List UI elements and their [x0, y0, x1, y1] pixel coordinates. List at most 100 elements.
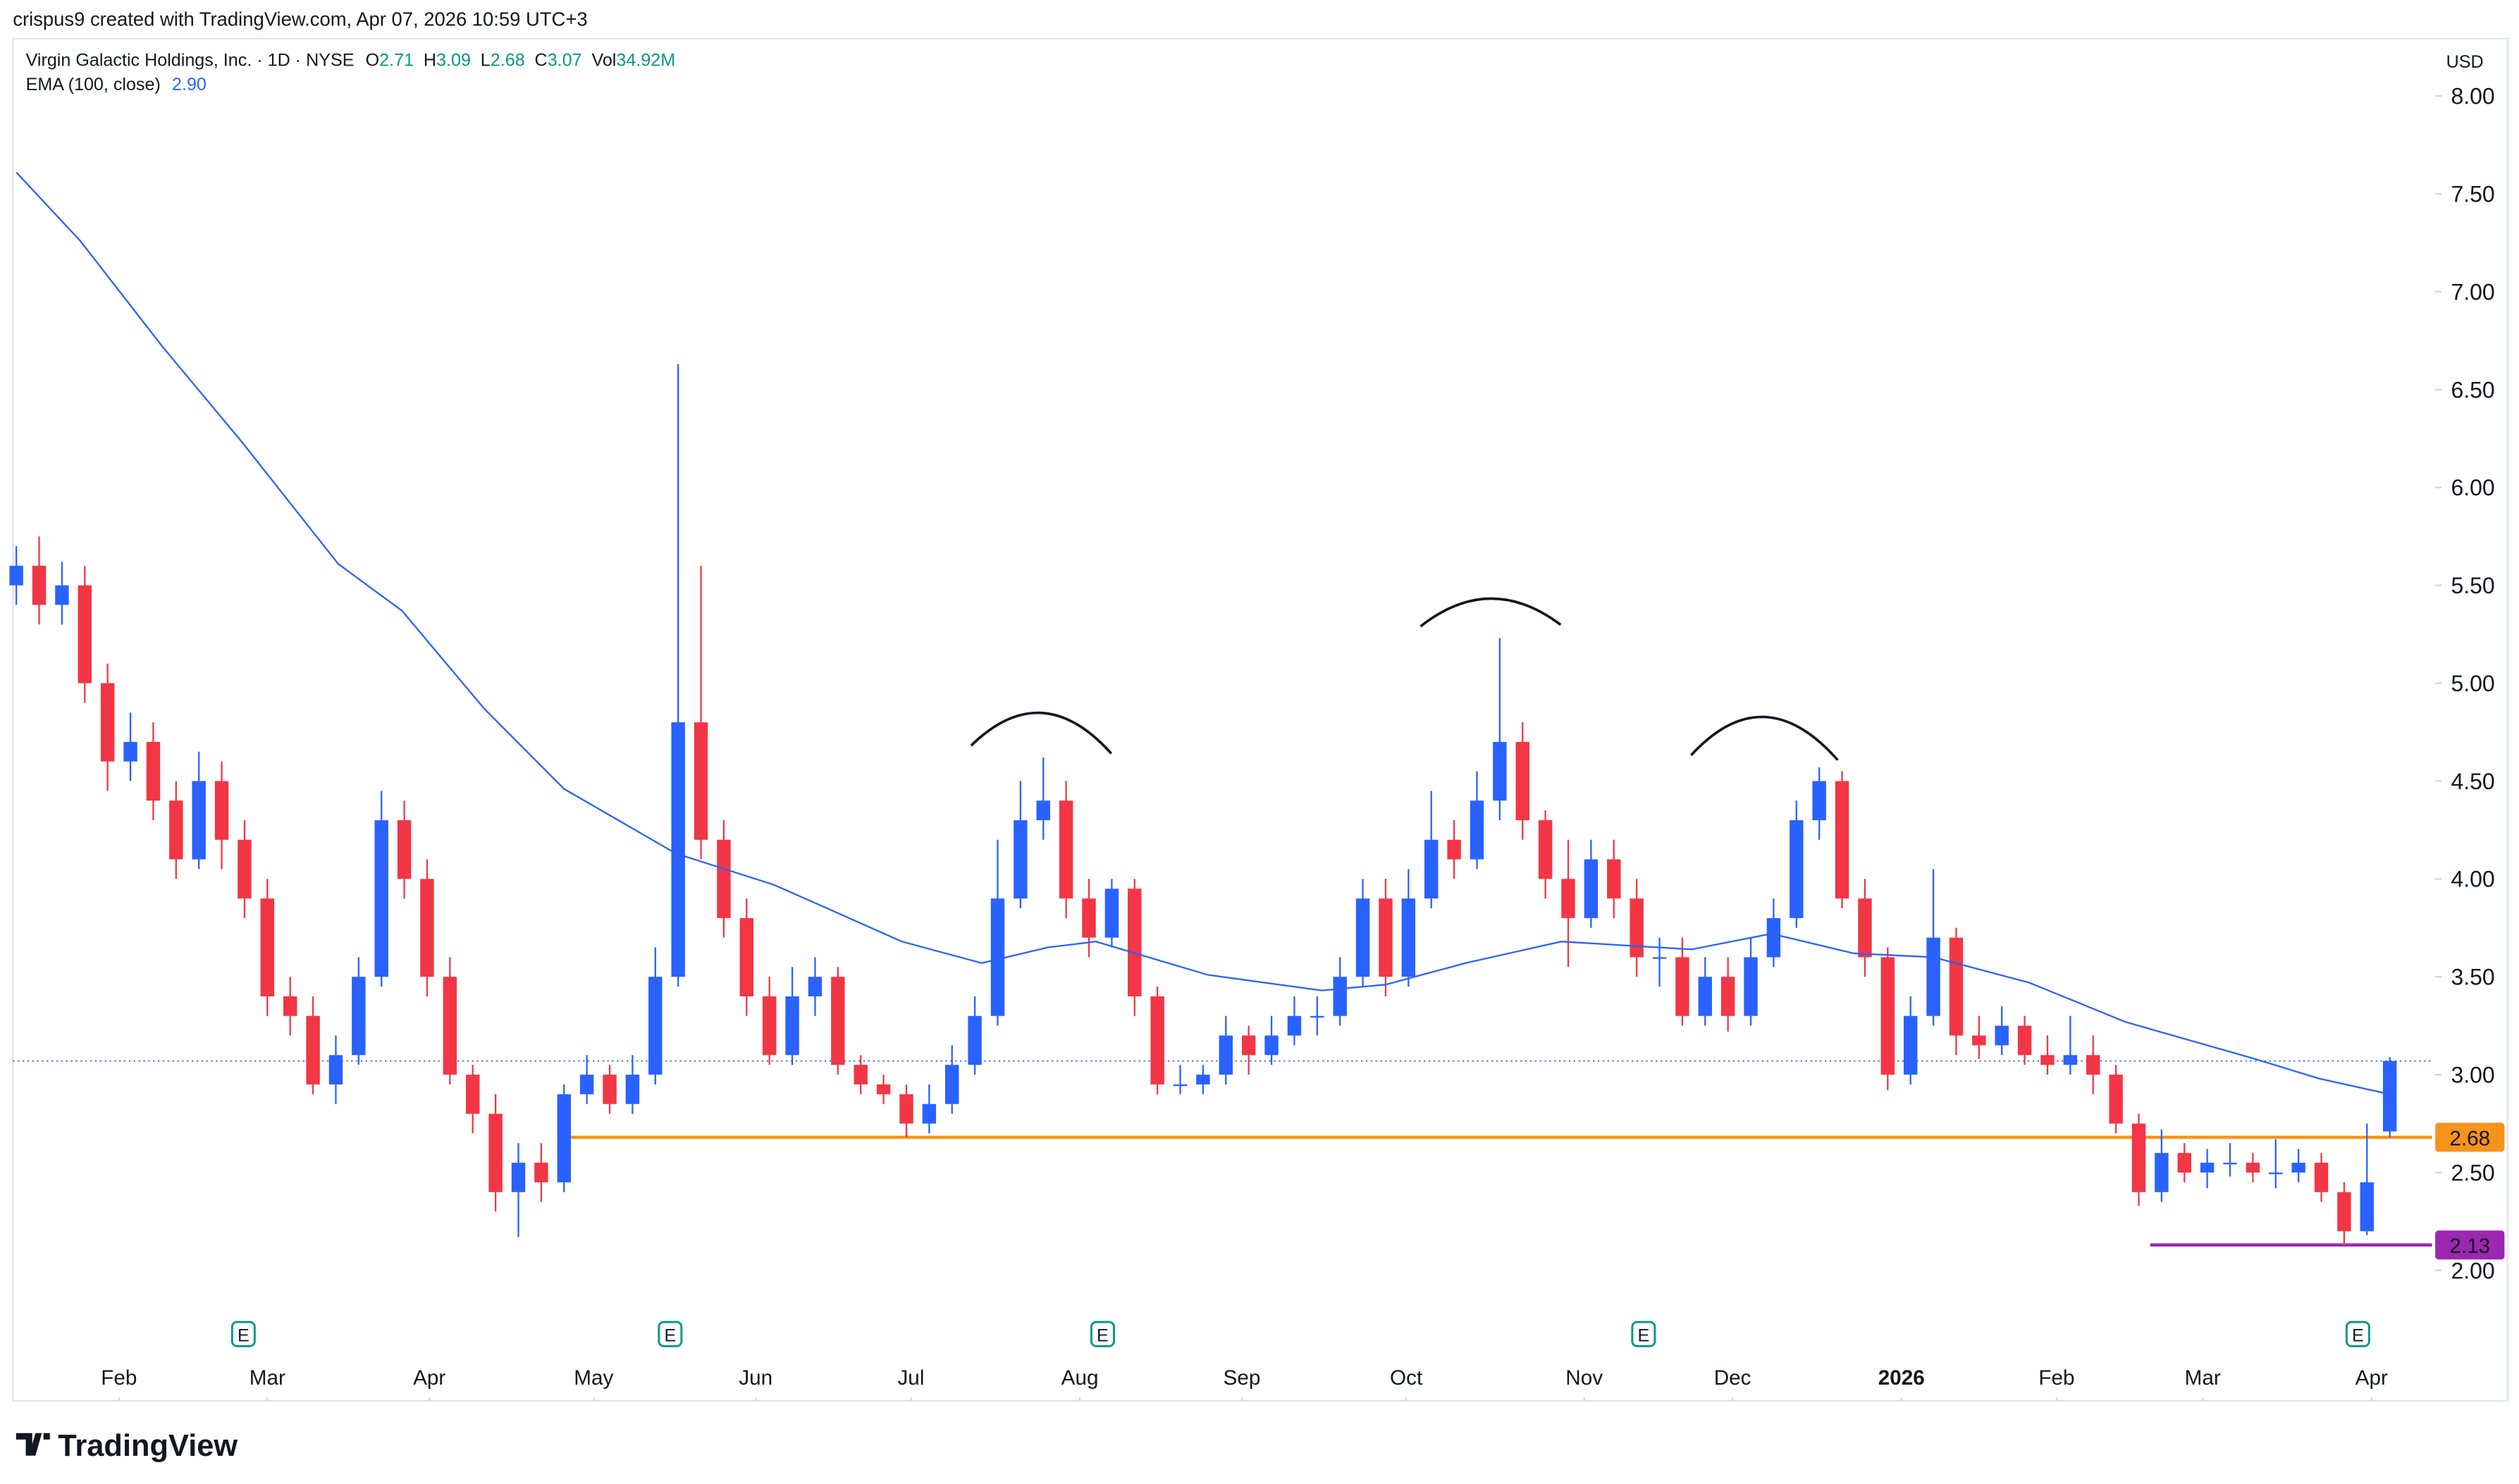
- candle-body: [1310, 1015, 1324, 1018]
- candle-body: [1584, 859, 1599, 918]
- candle-body: [1790, 820, 1804, 918]
- candle-body: [1744, 957, 1758, 1016]
- ema-line: [16, 171, 2390, 1095]
- ema-name: EMA (100, close): [26, 75, 161, 94]
- candle-body: [603, 1075, 617, 1104]
- earnings-letter: E: [238, 1326, 250, 1346]
- level-label-box: [2435, 1230, 2505, 1260]
- candle-body: [1607, 859, 1621, 899]
- candle-body: [1949, 937, 1964, 1036]
- y-tick-label: 5.00: [2451, 671, 2494, 696]
- x-tick-label: Nov: [1565, 1366, 1603, 1390]
- candle-body: [1447, 839, 1461, 860]
- candle-body: [694, 722, 708, 840]
- candle-body: [1059, 800, 1073, 899]
- ohlc-value: 3.09: [436, 51, 471, 70]
- candle-body: [2291, 1163, 2305, 1173]
- candle-body: [78, 585, 92, 684]
- y-tick-label: 5.50: [2451, 573, 2494, 598]
- candle-body: [2246, 1163, 2260, 1173]
- y-tick-label: 6.50: [2451, 377, 2494, 402]
- candle-body: [1995, 1025, 2009, 1046]
- ohlc-key: C: [535, 51, 548, 70]
- candle-body: [466, 1075, 480, 1114]
- candle-body: [579, 1075, 594, 1094]
- x-tick-label: 2026: [1878, 1366, 1925, 1390]
- candle-body: [1766, 917, 1781, 958]
- candle-body: [32, 565, 47, 605]
- earnings-badge: [1631, 1321, 1656, 1347]
- candle-body: [1675, 957, 1689, 1016]
- earnings-letter: E: [664, 1326, 676, 1346]
- candle-body: [1493, 741, 1507, 801]
- x-tick-label: Mar: [250, 1366, 285, 1390]
- candle-body: [808, 977, 823, 996]
- ohlc-key: L: [481, 51, 491, 70]
- candle-body: [1173, 1084, 1188, 1087]
- candle-body: [1720, 977, 1735, 1016]
- earnings-letter: E: [2352, 1326, 2364, 1346]
- candle-body: [1652, 957, 1667, 959]
- candle-body: [831, 977, 845, 1065]
- earnings-marker: E: [230, 1321, 256, 1347]
- x-tick-label: Apr: [413, 1366, 445, 1390]
- x-tick-label: Apr: [2355, 1366, 2388, 1390]
- candle-body: [1128, 889, 1142, 996]
- y-tick-label: 8.00: [2451, 84, 2494, 109]
- x-tick-label: Jul: [897, 1366, 924, 1390]
- candle-body: [420, 879, 434, 977]
- candle-body: [260, 898, 275, 996]
- earnings-badge: [230, 1321, 256, 1347]
- candle-body: [1698, 977, 1712, 1016]
- candle-body: [2269, 1172, 2283, 1175]
- ohlc-key: H: [424, 51, 436, 70]
- candle-body: [55, 585, 69, 605]
- candle-body: [1424, 839, 1439, 899]
- earnings-badge: [1090, 1321, 1115, 1347]
- y-tick-label: 7.00: [2451, 279, 2494, 304]
- candle-body: [1561, 879, 1575, 918]
- candle-body: [717, 839, 731, 918]
- ohlc-value: 3.07: [548, 51, 582, 70]
- chart-frame: [12, 37, 2509, 1402]
- candle-body: [1104, 889, 1119, 938]
- candle-body: [1903, 1015, 1918, 1075]
- candle-body: [100, 683, 115, 762]
- candle-body: [625, 1075, 640, 1104]
- y-tick-label: 6.00: [2451, 475, 2494, 500]
- candle-body: [2040, 1055, 2055, 1065]
- candle-body: [1287, 1015, 1302, 1036]
- candle-body: [2109, 1075, 2123, 1124]
- candle-body: [2337, 1192, 2351, 1232]
- candle-body: [1219, 1035, 1233, 1075]
- y-tick-label: 4.50: [2451, 769, 2494, 794]
- ohlc-value: 34.92M: [616, 51, 675, 70]
- candle-body: [876, 1084, 891, 1094]
- candle-body: [1880, 957, 1895, 1075]
- ema-header: EMA (100, close) 2.90: [26, 75, 207, 94]
- candle-body: [899, 1094, 913, 1124]
- x-tick-label: Feb: [101, 1366, 137, 1390]
- candle-body: [352, 977, 366, 1056]
- y-tick-label: 4.00: [2451, 867, 2494, 892]
- earnings-letter: E: [1097, 1326, 1109, 1346]
- y-tick-label: 2.00: [2451, 1258, 2494, 1283]
- candle-body: [2017, 1025, 2032, 1056]
- candle-body: [1858, 898, 1872, 958]
- candle-body: [1379, 898, 1393, 977]
- candle-body: [2360, 1182, 2375, 1232]
- candle-body: [1196, 1075, 1210, 1084]
- ohlc-key: O: [366, 51, 380, 70]
- level-label: 2.13: [2449, 1235, 2490, 1258]
- x-tick-label: Oct: [1390, 1366, 1423, 1390]
- candle-body: [854, 1065, 868, 1084]
- x-tick-label: Aug: [1061, 1366, 1099, 1390]
- y-tick-label: 3.00: [2451, 1063, 2494, 1088]
- candle-body: [762, 996, 777, 1056]
- ohlc-value: 2.68: [491, 51, 525, 70]
- candle-body: [1355, 898, 1370, 977]
- candle-body: [2314, 1163, 2329, 1192]
- candle-body: [1515, 741, 1529, 820]
- candle-body: [1470, 800, 1484, 860]
- candle-body: [2086, 1055, 2100, 1075]
